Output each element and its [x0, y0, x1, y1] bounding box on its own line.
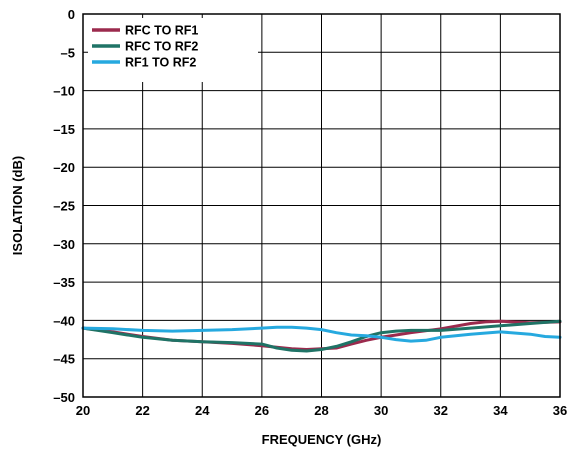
x-tick-label: 34: [493, 403, 508, 418]
legend-label: RFC TO RF2: [125, 40, 198, 54]
x-tick-label: 28: [314, 403, 328, 418]
y-tick-label: –30: [53, 237, 75, 252]
plot-frame: [82, 13, 561, 398]
y-tick-label: –50: [53, 390, 75, 405]
x-tick-label: 36: [553, 403, 567, 418]
y-tick-label: –45: [53, 352, 75, 367]
legend-label: RF1 TO RF2: [125, 56, 196, 70]
x-tick-label: 32: [434, 403, 448, 418]
y-tick-label: –35: [53, 275, 75, 290]
y-tick-label: 0: [68, 7, 75, 22]
y-tick-label: –25: [53, 199, 75, 214]
series-lines: [81, 319, 562, 353]
x-tick-label: 24: [195, 403, 210, 418]
y-tick-label: –10: [53, 84, 75, 99]
y-axis-label: ISOLATION (dB): [10, 156, 25, 255]
chart-legend: RFC TO RF1 RFC TO RF2 RF1 TO RF2: [88, 18, 258, 82]
y-tick-labels: 0 –5 –10 –15 –20 –25 –30 –35 –40 –45 –50: [53, 7, 75, 405]
y-tick-label: –15: [53, 122, 75, 137]
x-axis-label: FREQUENCY (GHz): [262, 432, 382, 447]
series-line-2: [81, 319, 562, 353]
legend-label: RFC TO RF1: [125, 24, 198, 38]
y-tick-label: –20: [53, 160, 75, 175]
x-tick-labels: 20 22 24 26 28 30 32 34 36: [76, 403, 567, 418]
series-line-3: [81, 325, 562, 343]
x-tick-label: 20: [76, 403, 90, 418]
y-tick-label: –5: [61, 45, 75, 60]
y-tick-label: –40: [53, 313, 75, 328]
x-tick-label: 30: [374, 403, 388, 418]
x-tick-label: 26: [255, 403, 269, 418]
x-tick-label: 22: [135, 403, 149, 418]
